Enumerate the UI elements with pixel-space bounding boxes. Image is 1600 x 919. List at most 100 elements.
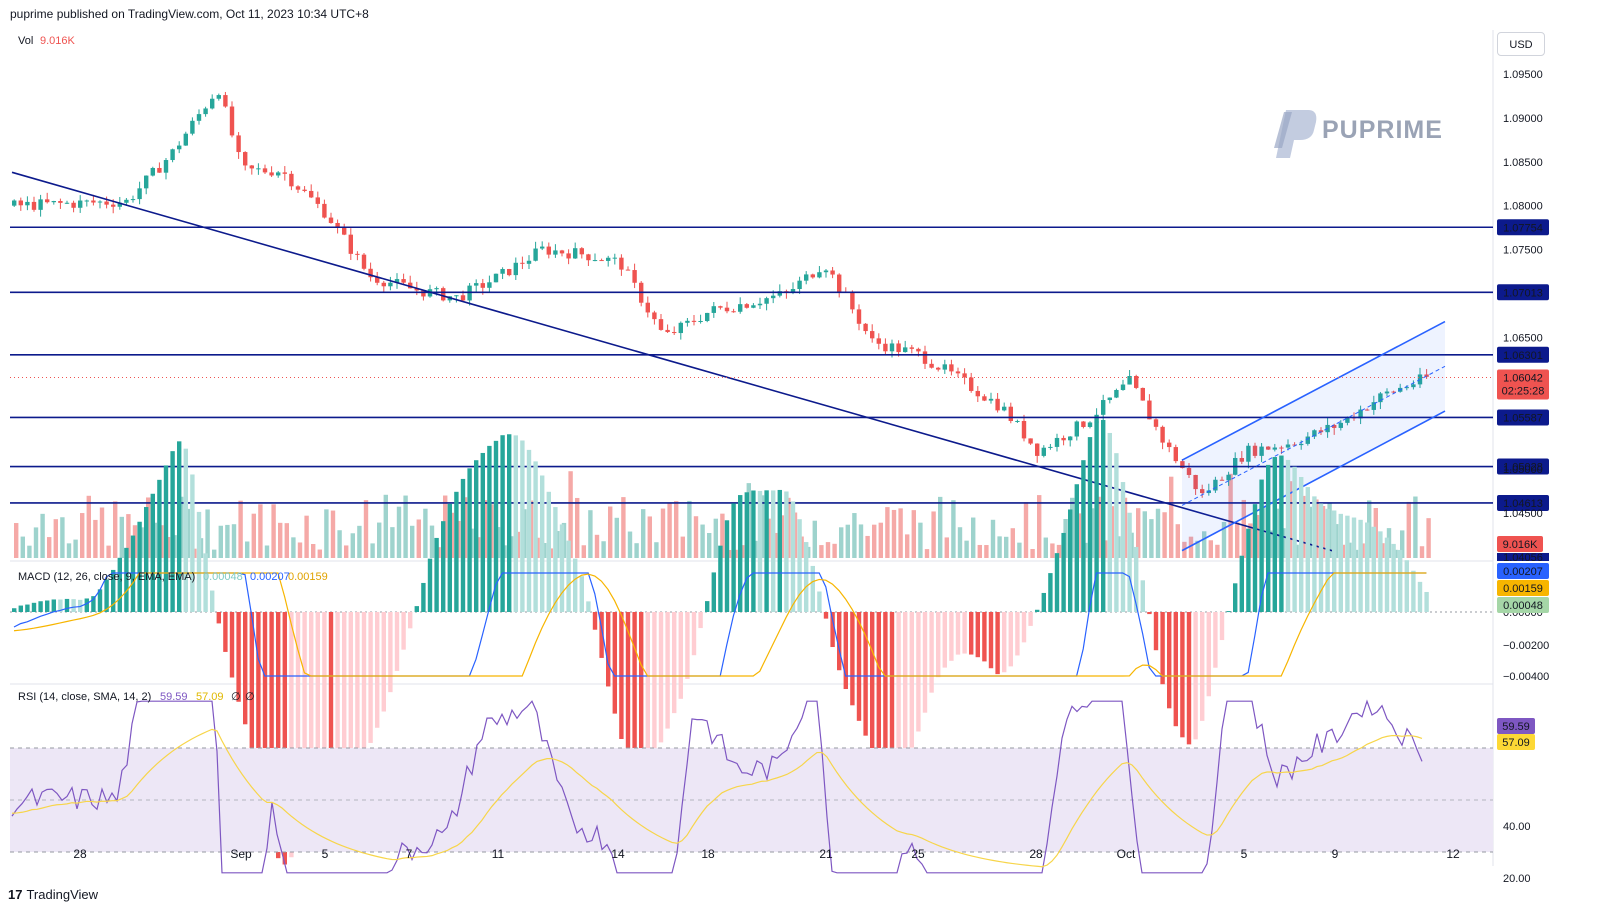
volume-bar xyxy=(27,545,32,558)
volume-bar xyxy=(944,537,949,558)
candle-body xyxy=(1147,400,1152,420)
macd-hist-bar xyxy=(856,612,862,721)
volume-bar xyxy=(911,510,916,558)
candle-body xyxy=(229,106,235,136)
macd-hist-bar xyxy=(474,460,479,612)
macd-hist-bar xyxy=(1167,612,1172,709)
macd-hist-bar xyxy=(771,490,776,612)
macd-hist-bar xyxy=(837,612,842,671)
macd-hist-bar xyxy=(190,474,195,612)
candle-body xyxy=(863,323,868,332)
macd-hist-bar xyxy=(1081,460,1086,612)
macd-hist-bar xyxy=(111,569,116,612)
macd-hist-bar xyxy=(903,612,908,763)
candle-body xyxy=(962,373,967,378)
level-price-label: 1.07013 xyxy=(1503,287,1543,299)
puprime-logo-icon xyxy=(1274,110,1317,158)
bottom-level-label: 1.04056 xyxy=(1503,552,1543,564)
macd-hist-bar xyxy=(592,612,598,630)
macd-hist-bar xyxy=(1239,555,1244,612)
macd-hist-bar xyxy=(1008,612,1013,667)
macd-hist-bar xyxy=(1114,453,1119,612)
macd-hist-bar xyxy=(969,612,974,655)
rsi-legend: RSI (14, close, SMA, 14, 2) xyxy=(18,691,151,703)
macd-hist-bar xyxy=(421,582,426,612)
macd-hist-bar xyxy=(744,492,749,612)
macd-hist-bar xyxy=(685,612,690,679)
time-axis-tick: Oct xyxy=(1117,847,1136,861)
candle-body xyxy=(276,172,281,176)
macd-hist-bar xyxy=(355,612,360,773)
volume-bar xyxy=(20,536,25,558)
candle-body xyxy=(157,167,162,173)
volume-bar xyxy=(918,522,923,558)
macd-hist-bar xyxy=(1384,537,1390,612)
rsi-legend-value: 59.59 xyxy=(160,691,188,703)
macd-hist-bar xyxy=(1417,581,1423,612)
macd-hist-bar xyxy=(797,519,802,612)
candle-body xyxy=(777,291,782,296)
candle-body xyxy=(1167,442,1172,448)
macd-hist-bar xyxy=(25,604,30,612)
time-axis-tick: 7 xyxy=(406,847,413,861)
candle-body xyxy=(632,270,637,283)
macd-hist-bar xyxy=(1371,526,1376,612)
candle-body xyxy=(1332,424,1337,428)
candle-body xyxy=(190,120,195,134)
volume-bar xyxy=(700,524,705,558)
bottom-level-tag xyxy=(1497,553,1549,561)
candle-body xyxy=(1279,447,1284,449)
macd-hist-bar xyxy=(1134,546,1139,612)
volume-bar xyxy=(938,496,943,558)
candle-body xyxy=(718,306,723,308)
candle-body xyxy=(97,201,103,203)
macd-hist-bar xyxy=(493,440,499,612)
footer-brand[interactable]: 17 TradingView xyxy=(8,887,98,902)
macd-hist-bar xyxy=(427,558,433,612)
macd-hist-bar xyxy=(533,461,538,612)
macd-hist-bar xyxy=(1074,484,1079,612)
candle-body xyxy=(480,283,485,288)
rsi-legend-extra: ∅ xyxy=(245,691,255,703)
macd-hist-bar xyxy=(1107,432,1112,612)
candle-body xyxy=(1127,376,1132,385)
candle-body xyxy=(1285,444,1291,448)
candle-body xyxy=(507,269,512,276)
candle-body xyxy=(599,260,604,262)
candle-body xyxy=(375,277,380,283)
macd-hist-bar xyxy=(916,612,921,732)
volume-bar xyxy=(621,497,626,558)
currency-button[interactable]: USD xyxy=(1497,32,1545,56)
candle-body xyxy=(1292,444,1297,446)
rsi-ma-tag-label: 57.09 xyxy=(1502,737,1530,749)
volume-bar xyxy=(885,507,890,558)
candle-body xyxy=(31,201,37,210)
volume-bar xyxy=(271,504,276,558)
candle-body xyxy=(355,253,360,255)
time-axis-tick: 9 xyxy=(1332,847,1339,861)
volume-bar xyxy=(957,527,963,558)
macd-legend: MACD (12, 26, close, 9, EMA, EMA) xyxy=(18,571,195,583)
volume-bar xyxy=(377,522,382,558)
level-price-tag xyxy=(1497,284,1549,301)
candle-body xyxy=(414,288,419,291)
macd-hist-bar xyxy=(599,612,604,658)
price-axis-tick: 1.08500 xyxy=(1503,157,1543,169)
macd-hist-bar xyxy=(922,612,928,713)
macd-hist-bar xyxy=(1028,612,1033,626)
candle-body xyxy=(394,279,400,283)
volume-bar xyxy=(1235,522,1240,558)
candle-body xyxy=(705,312,710,321)
candle-body xyxy=(1213,479,1218,491)
candle-body xyxy=(916,348,921,352)
volume-bar xyxy=(1400,530,1405,558)
volume-bar xyxy=(278,522,283,558)
macd-hist-bar xyxy=(1219,612,1225,641)
macd-hist-bar xyxy=(553,507,558,612)
candle-body xyxy=(1411,384,1416,388)
macd-hist-bar xyxy=(804,542,809,612)
volume-bar xyxy=(1142,511,1147,558)
macd-hist-bar xyxy=(1332,510,1337,612)
candle-body xyxy=(592,260,598,262)
